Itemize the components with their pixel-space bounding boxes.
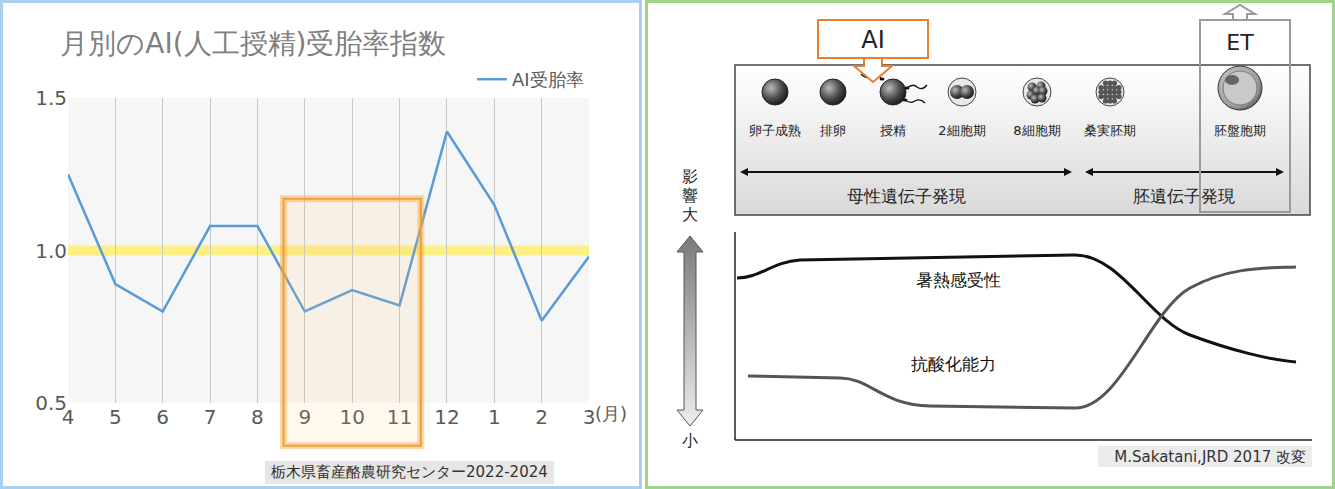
svg-text:暑熱感受性: 暑熱感受性	[916, 270, 1001, 290]
svg-text:大: 大	[682, 205, 698, 224]
svg-text:6: 6	[156, 405, 169, 429]
svg-text:響: 響	[682, 186, 698, 205]
svg-text:2細胞期: 2細胞期	[938, 123, 985, 138]
svg-text:1: 1	[488, 405, 501, 429]
svg-text:AI受胎率: AI受胎率	[512, 69, 584, 90]
svg-text:桑実胚期: 桑実胚期	[1084, 123, 1136, 138]
svg-text:8細胞期: 8細胞期	[1013, 123, 1060, 138]
svg-text:M.Sakatani,JRD 2017 改変: M.Sakatani,JRD 2017 改変	[1114, 448, 1306, 466]
svg-text:12: 12	[434, 405, 459, 429]
svg-text:卵子成熟: 卵子成熟	[749, 123, 801, 138]
svg-text:0.5: 0.5	[35, 391, 67, 415]
svg-text:授精: 授精	[880, 123, 906, 138]
svg-text:排卵: 排卵	[820, 123, 846, 138]
svg-text:1.5: 1.5	[35, 86, 67, 110]
svg-text:月別のAI(人工授精)受胎率指数: 月別のAI(人工授精)受胎率指数	[60, 27, 446, 60]
svg-text:11: 11	[387, 405, 412, 429]
svg-text:3: 3	[583, 405, 596, 429]
svg-text:AI: AI	[861, 26, 885, 54]
svg-text:8: 8	[251, 405, 264, 429]
svg-text:9: 9	[298, 405, 311, 429]
svg-text:抗酸化能力: 抗酸化能力	[911, 354, 996, 374]
svg-text:(月): (月)	[595, 403, 627, 424]
svg-text:胚遺伝子発現: 胚遺伝子発現	[1133, 186, 1235, 206]
svg-text:ET: ET	[1226, 30, 1254, 55]
svg-text:1.0: 1.0	[35, 239, 67, 263]
svg-text:10: 10	[339, 405, 364, 429]
html-text:栃木県畜産酪農研究センター2022-2024: 栃木県畜産酪農研究センター2022-2024	[271, 463, 548, 481]
svg-text:7: 7	[204, 405, 217, 429]
svg-text:2: 2	[535, 405, 548, 429]
svg-text:4: 4	[62, 405, 75, 429]
svg-text:5: 5	[109, 405, 122, 429]
svg-text:母性遺伝子発現: 母性遺伝子発現	[847, 186, 966, 206]
svg-text:小: 小	[682, 431, 698, 450]
svg-text:影: 影	[682, 167, 698, 186]
svg-text:胚盤胞期: 胚盤胞期	[1214, 123, 1266, 138]
